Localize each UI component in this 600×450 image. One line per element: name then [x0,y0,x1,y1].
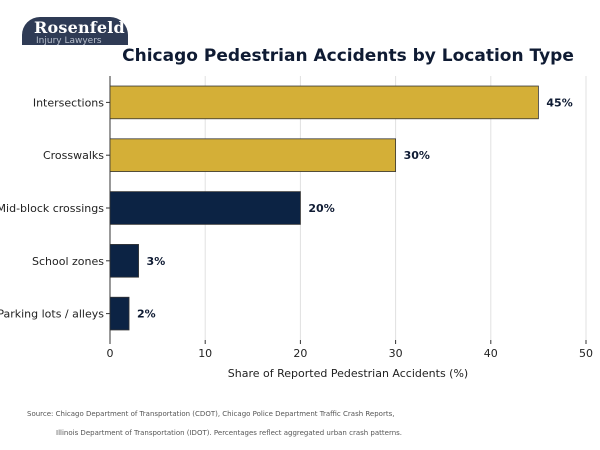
x-tick-label-2: 20 [293,347,307,360]
value-label-0: 45% [546,96,572,109]
value-label-3: 3% [147,255,166,268]
x-tick-label-5: 50 [579,347,593,360]
value-label-2: 20% [308,202,334,215]
category-label-2: Mid-block crossings [0,202,104,215]
brand-logo-subtitle: Injury Lawyers [36,36,102,45]
category-label-3: School zones [32,255,104,268]
source-note-line-1: Source: Chicago Department of Transporta… [27,410,395,418]
bar-4 [109,296,130,331]
x-tick-label-1: 10 [198,347,212,360]
x-axis-title: Share of Reported Pedestrian Accidents (… [228,367,468,380]
bar-3 [109,244,139,278]
x-tick-label-4: 40 [484,347,498,360]
value-label-4: 2% [137,308,156,321]
bar-1 [109,138,397,172]
x-tick-label-0: 0 [107,347,114,360]
chart-title: Chicago Pedestrian Accidents by Location… [122,46,574,66]
bar-0 [109,85,539,120]
value-label-1: 30% [404,149,430,162]
category-label-1: Crosswalks [43,149,104,162]
x-tick-label-3: 30 [389,347,403,360]
category-label-4: Parking lots / alleys [0,308,104,321]
bar-2 [109,191,301,225]
brand-logo-name: Rosenfeld [34,18,125,37]
category-label-0: Intersections [33,96,104,109]
brand-logo: Rosenfeld Injury Lawyers [22,17,128,45]
source-note-line-2: Illinois Department of Transportation (I… [56,429,403,437]
